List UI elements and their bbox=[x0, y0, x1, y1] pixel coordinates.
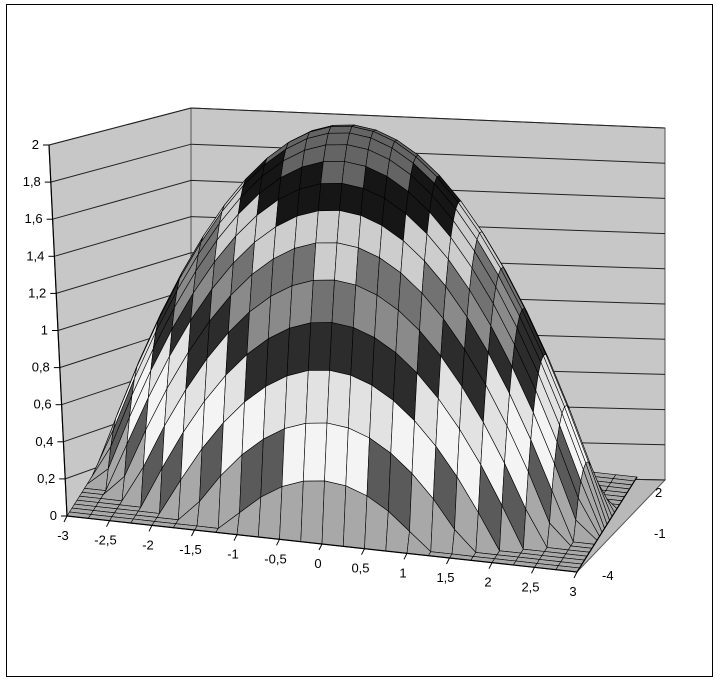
y-tick-label: -4 bbox=[602, 568, 614, 583]
x-tick bbox=[276, 539, 280, 546]
y-axis-line bbox=[576, 476, 638, 573]
tick-labels: 0 0,2 0,4 0,6 0,8 1 1,2 1,4 1,6 1,8 2 -3 -2,5 -2 -1,5 -… bbox=[23, 137, 666, 599]
surface-facet bbox=[334, 242, 359, 286]
surface-facet bbox=[300, 480, 325, 545]
surface-facet bbox=[322, 144, 348, 163]
z-tick-label: 2 bbox=[32, 137, 39, 152]
z-tick-label: 1,4 bbox=[26, 248, 44, 263]
y-tick-label: 2 bbox=[655, 485, 662, 500]
z-tick-label: 0,6 bbox=[34, 397, 52, 412]
x-tick-label: -2,5 bbox=[94, 533, 116, 548]
z-tick-label: 1,6 bbox=[25, 211, 43, 226]
x-tick-label: -1,5 bbox=[179, 542, 201, 557]
x-tick-label: -0,5 bbox=[264, 551, 286, 566]
z-gridline bbox=[48, 107, 666, 146]
surface-facet bbox=[339, 183, 364, 216]
x-tick-label: 0,5 bbox=[351, 561, 369, 576]
x-tick bbox=[446, 557, 450, 565]
surface-facet bbox=[342, 485, 368, 550]
z-tick-label: 0,8 bbox=[32, 360, 50, 375]
surface-facet bbox=[294, 210, 319, 249]
z-tick-label: 1,8 bbox=[23, 174, 41, 189]
z-gridline bbox=[56, 252, 666, 294]
surface-facet bbox=[291, 242, 317, 287]
surface-facet bbox=[325, 132, 350, 146]
x-tick-label: 1,5 bbox=[436, 570, 454, 585]
surface-facet bbox=[281, 422, 307, 487]
x-tick-label: 3 bbox=[569, 584, 576, 599]
x-tick bbox=[233, 534, 238, 541]
surface-facet bbox=[302, 422, 328, 482]
surface-facet bbox=[336, 210, 362, 249]
z-gridline bbox=[52, 179, 666, 220]
z-tick-label: 0,4 bbox=[35, 434, 53, 449]
surface-facet bbox=[329, 322, 354, 376]
x-tick bbox=[531, 567, 535, 574]
x-tick-label: 2,5 bbox=[521, 579, 539, 594]
x-tick-label: 0 bbox=[314, 556, 321, 571]
surface-facet bbox=[320, 161, 345, 185]
surface-facet bbox=[345, 427, 370, 497]
x-tick-label: -1 bbox=[227, 547, 239, 562]
surface-facet bbox=[307, 322, 333, 371]
surface-facet bbox=[284, 370, 309, 429]
surface-facet bbox=[315, 210, 340, 244]
x-tick bbox=[63, 515, 68, 523]
surface-facet bbox=[312, 242, 338, 281]
surface-facet bbox=[327, 126, 353, 134]
x-tick bbox=[403, 553, 408, 560]
x-tick bbox=[361, 548, 365, 555]
x-tick bbox=[191, 529, 195, 537]
chart-axes bbox=[43, 144, 638, 579]
z-tick-label: 0 bbox=[50, 508, 57, 523]
surface-facet bbox=[331, 279, 357, 328]
surface-facet bbox=[310, 279, 335, 324]
surface-facet bbox=[324, 422, 349, 487]
z-tick-label: 1,2 bbox=[28, 285, 46, 300]
surface-plot bbox=[66, 124, 638, 573]
x-tick bbox=[573, 571, 578, 579]
y-tick-label: -1 bbox=[654, 526, 666, 541]
x-tick-label: -3 bbox=[57, 528, 69, 543]
x-tick-label: -2 bbox=[142, 537, 154, 552]
surface-facet bbox=[305, 369, 330, 424]
surface-facet bbox=[279, 480, 304, 543]
x-tick bbox=[106, 520, 110, 527]
surface-facet bbox=[286, 322, 312, 377]
x-tick bbox=[488, 562, 493, 569]
surface-facet bbox=[321, 480, 347, 547]
z-gridline bbox=[54, 216, 666, 257]
x-tick-label: 1 bbox=[399, 565, 406, 580]
surface-facet bbox=[289, 279, 314, 329]
z-tick-label: 0,2 bbox=[37, 471, 55, 486]
z-gridline bbox=[50, 143, 666, 183]
surface-facet bbox=[326, 369, 352, 429]
x-tick-label: 2 bbox=[484, 575, 491, 590]
x-tick bbox=[148, 525, 153, 532]
surface-facet bbox=[347, 374, 373, 439]
x-tick bbox=[318, 543, 323, 551]
surface-facet bbox=[317, 183, 343, 212]
surface-facet bbox=[350, 327, 375, 386]
z-tick-label: 1 bbox=[41, 323, 48, 338]
